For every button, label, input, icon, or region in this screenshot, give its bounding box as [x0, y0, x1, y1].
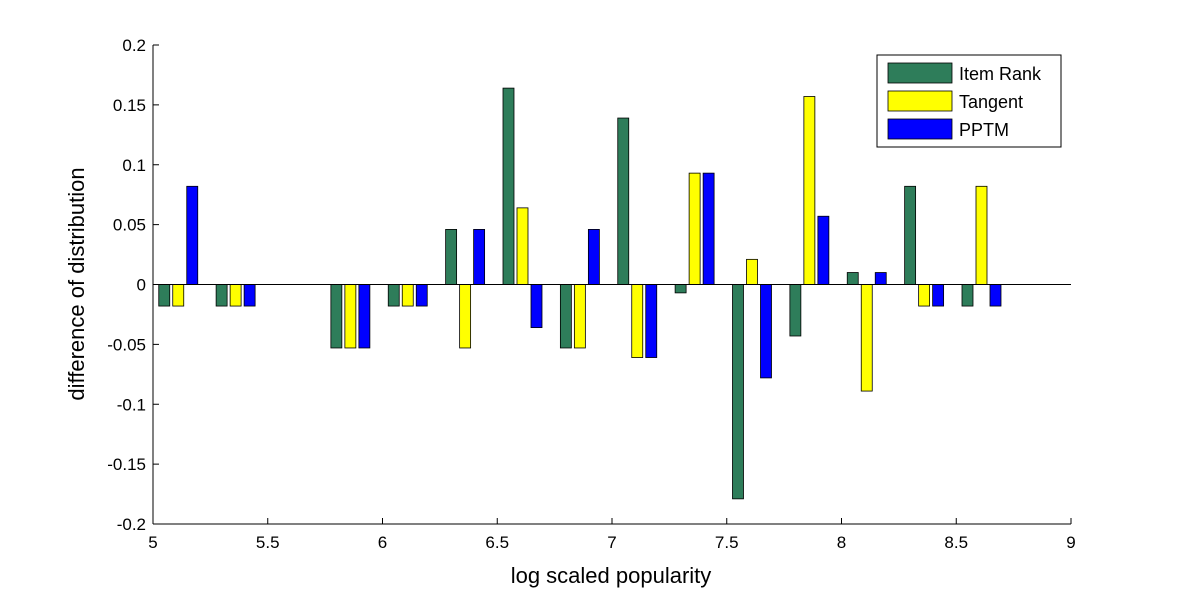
- y-tick-label: 0.2: [122, 36, 146, 55]
- bar-tangent-3: [401, 284, 414, 307]
- y-tick-label: -0.2: [117, 515, 146, 534]
- bar-tangent-12: [918, 284, 931, 307]
- x-axis-ticks: 5 5.5 6 6.5 7 7.5 8 8.5 9: [148, 518, 1076, 552]
- y-tick-label: 0.05: [113, 216, 146, 235]
- bar-tangent-2: [344, 284, 357, 349]
- bar-tangent-10: [803, 96, 816, 285]
- bar-pptm-8: [702, 172, 715, 285]
- bar-item-rank-13: [961, 284, 974, 307]
- legend-swatch-tangent: [887, 90, 953, 112]
- legend-label-tangent: Tangent: [959, 92, 1023, 112]
- bar-item-rank-5: [502, 87, 515, 285]
- bar-tangent-1: [229, 284, 242, 307]
- x-tick-label: 5.5: [256, 533, 280, 552]
- y-tick-label: -0.1: [117, 395, 146, 414]
- legend-label-item-rank: Item Rank: [959, 64, 1042, 84]
- bar-tangent-7: [631, 284, 644, 358]
- bar-tangent-0: [172, 284, 185, 307]
- bar-pptm-1: [243, 284, 256, 307]
- bar-pptm-4: [473, 229, 486, 285]
- bar-tangent-13: [975, 185, 988, 285]
- bar-tangent-11: [860, 284, 873, 392]
- bar-tangent-5: [516, 207, 529, 285]
- y-tick-label: 0: [137, 276, 146, 295]
- x-tick-label: 7.5: [715, 533, 739, 552]
- bar-pptm-7: [645, 284, 658, 358]
- bar-pptm-0: [186, 185, 199, 285]
- x-tick-label: 6.5: [485, 533, 509, 552]
- bar-item-rank-1: [215, 284, 228, 307]
- bar-item-rank-8: [674, 284, 687, 294]
- bar-pptm-13: [989, 284, 1002, 307]
- x-tick-label: 7: [607, 533, 616, 552]
- bar-item-rank-12: [904, 185, 917, 285]
- y-axis-ticks: -0.2 -0.15 -0.1 -0.05 0 0.05 0.1 0.15 0.2: [107, 36, 159, 534]
- bar-item-rank-7: [617, 117, 630, 285]
- bar-tangent-4: [459, 284, 472, 349]
- x-axis-title: log scaled popularity: [511, 563, 712, 588]
- bars-group: [158, 87, 1002, 500]
- x-tick-label: 9: [1066, 533, 1075, 552]
- x-tick-label: 5: [148, 533, 157, 552]
- bar-pptm-10: [817, 215, 830, 285]
- bar-tangent-9: [746, 258, 758, 285]
- x-tick-label: 8.5: [944, 533, 968, 552]
- bar-item-rank-3: [387, 284, 400, 307]
- bar-pptm-3: [415, 284, 428, 307]
- y-tick-label: 0.15: [113, 96, 146, 115]
- legend-swatch-pptm: [887, 118, 953, 140]
- bar-item-rank-2: [330, 284, 343, 349]
- bar-pptm-2: [358, 284, 371, 349]
- bar-item-rank-4: [445, 229, 458, 285]
- y-axis-title: difference of distribution: [64, 167, 89, 400]
- bar-pptm-11: [874, 272, 887, 285]
- bar-pptm-9: [760, 284, 772, 379]
- bar-pptm-6: [587, 229, 600, 285]
- bar-tangent-8: [688, 172, 701, 285]
- legend: Item Rank Tangent PPTM: [876, 54, 1062, 148]
- bar-tangent-6: [573, 284, 586, 349]
- bar-item-rank-11: [846, 272, 859, 285]
- bar-item-rank-10: [789, 284, 802, 337]
- y-tick-label: 0.1: [122, 156, 146, 175]
- bar-pptm-5: [530, 284, 543, 329]
- bar-item-rank-6: [559, 284, 572, 349]
- bar-item-rank-0: [158, 284, 171, 307]
- legend-label-pptm: PPTM: [959, 120, 1009, 140]
- x-tick-label: 6: [378, 533, 387, 552]
- bar-item-rank-9: [732, 284, 744, 500]
- legend-swatch-item-rank: [887, 62, 953, 84]
- x-tick-label: 8: [837, 533, 846, 552]
- bar-pptm-12: [932, 284, 945, 307]
- y-tick-label: -0.05: [107, 335, 146, 354]
- y-tick-label: -0.15: [107, 455, 146, 474]
